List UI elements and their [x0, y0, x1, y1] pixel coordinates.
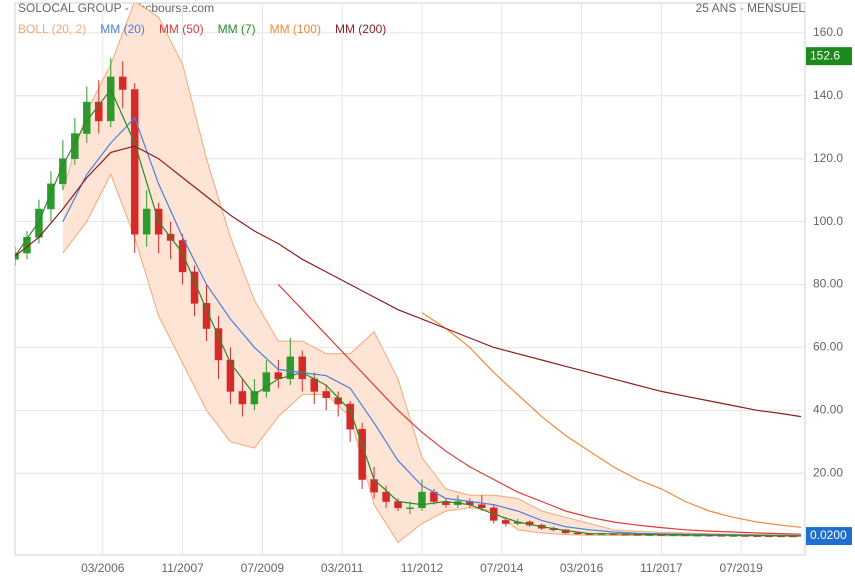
legend-entry: MM (100)	[270, 22, 321, 36]
y-tick-label: 40.00	[813, 402, 843, 416]
candle-body	[346, 403, 354, 430]
x-tick-label: 07/2014	[480, 561, 524, 575]
candle-body	[59, 158, 67, 185]
moving-average-line	[421, 312, 802, 528]
legend-entry: MM (7)	[218, 22, 256, 36]
x-tick-label: 11/2012	[401, 561, 444, 575]
candle-body	[202, 303, 211, 329]
candle-body	[178, 240, 187, 273]
y-tick-label: 160.0	[813, 25, 843, 39]
candle-body	[71, 133, 79, 159]
data-layer	[15, 3, 802, 544]
moving-average-line	[62, 116, 802, 537]
last-price-label-box	[806, 527, 852, 546]
y-tick-label: 20.00	[813, 465, 843, 479]
candle-body	[394, 501, 402, 509]
candle-body	[382, 491, 390, 502]
candle-body	[298, 356, 307, 380]
legend-entry: BOLL (20, 2)	[18, 22, 86, 36]
bollinger-fill	[62, 3, 801, 543]
labels: 20.00 40.00 60.00 80.00 100.0 120.0 140.0 160.0…	[18, 22, 852, 575]
candle-body	[238, 391, 247, 405]
candle-body	[190, 271, 199, 304]
candle-body	[502, 520, 510, 524]
high-price-label-box	[806, 47, 852, 66]
candle-body	[214, 328, 223, 361]
x-tick-label: 11/2007	[161, 561, 204, 575]
candle-body	[95, 101, 103, 122]
y-tick-label: 140.0	[813, 88, 843, 102]
x-tick-label: 03/2006	[81, 561, 125, 575]
moving-average-line	[277, 284, 802, 535]
candle-body	[142, 208, 151, 235]
candle-body	[118, 76, 127, 90]
y-tick-label: 60.00	[813, 340, 843, 354]
candle-body	[478, 504, 486, 509]
last-price-label: 0.0200	[810, 528, 847, 542]
candle-body	[322, 391, 330, 398]
candle-body	[130, 89, 139, 235]
x-tick-label: 03/2011	[321, 561, 364, 575]
chart-subtitle: 25 ANS - MENSUEL	[696, 1, 806, 15]
high-price-label: 152.6	[810, 48, 840, 62]
moving-average-line	[15, 88, 802, 537]
legend-entry: MM (50)	[159, 22, 204, 36]
candle-body	[406, 507, 414, 510]
legend-entry: MM (20)	[100, 22, 145, 36]
candle-body	[23, 237, 31, 254]
candle-body	[47, 183, 55, 210]
candle-body	[250, 391, 259, 405]
y-tick-label: 100.0	[813, 214, 843, 228]
legend-entry: MM (200)	[335, 22, 386, 36]
y-tick-label: 80.00	[813, 277, 843, 291]
candle-body	[15, 252, 19, 260]
candle-body	[107, 76, 115, 122]
y-tick-label: 120.0	[813, 151, 843, 165]
x-tick-label: 03/2016	[560, 561, 604, 575]
candle-body	[83, 101, 91, 134]
candle-body	[573, 532, 582, 535]
x-tick-label: 07/2009	[241, 561, 285, 575]
candle-body	[226, 359, 235, 392]
candle-body	[418, 491, 426, 509]
bollinger-lower	[62, 173, 801, 544]
moving-average-line	[15, 145, 802, 418]
candle-body	[262, 372, 271, 392]
candle-body	[35, 208, 43, 238]
x-tick-label: 07/2019	[719, 561, 763, 575]
chart-title: SOLOCAL GROUP - abcbourse.com	[18, 1, 214, 15]
x-tick-label: 11/2017	[640, 561, 683, 575]
bollinger-upper	[62, 3, 802, 536]
candle-body	[286, 356, 295, 380]
